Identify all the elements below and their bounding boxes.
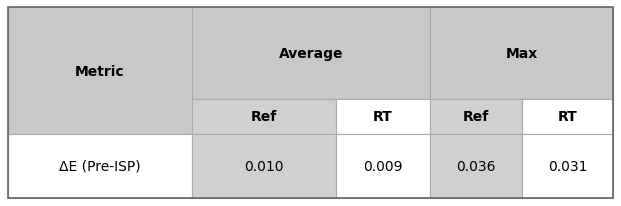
- Bar: [192, 8, 430, 99]
- Bar: [336, 99, 430, 134]
- Bar: [192, 99, 336, 134]
- Bar: [430, 134, 522, 198]
- Text: 0.036: 0.036: [456, 159, 496, 173]
- Bar: [8, 8, 192, 134]
- Bar: [192, 134, 336, 198]
- Bar: [430, 99, 522, 134]
- Text: 0.009: 0.009: [363, 159, 403, 173]
- Text: RT: RT: [373, 110, 393, 124]
- Bar: [430, 8, 613, 99]
- Text: Metric: Metric: [75, 64, 125, 78]
- Text: Ref: Ref: [251, 110, 277, 124]
- Text: Average: Average: [279, 47, 343, 61]
- Text: ΔE (Pre-ISP): ΔE (Pre-ISP): [59, 159, 141, 173]
- Text: Max: Max: [505, 47, 538, 61]
- Text: 0.010: 0.010: [244, 159, 284, 173]
- Text: 0.031: 0.031: [548, 159, 587, 173]
- Bar: [336, 134, 430, 198]
- Bar: [522, 134, 613, 198]
- Text: RT: RT: [558, 110, 578, 124]
- Text: Ref: Ref: [463, 110, 489, 124]
- Bar: [8, 134, 192, 198]
- Bar: [522, 99, 613, 134]
